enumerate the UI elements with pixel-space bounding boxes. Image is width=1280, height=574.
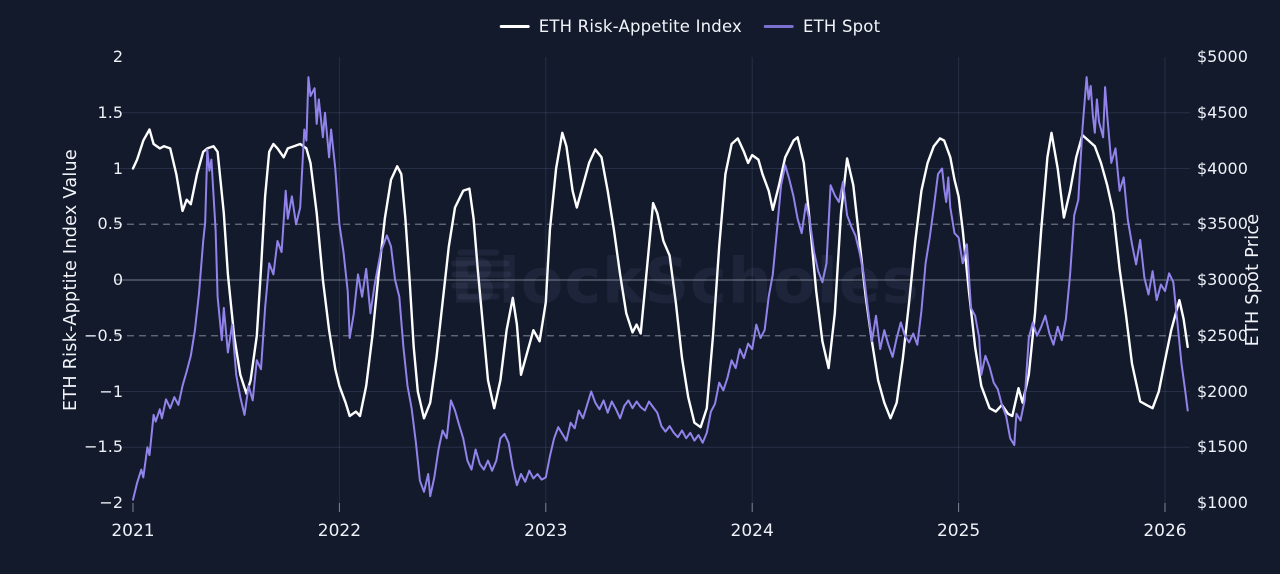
- left-axis-tick-label: 0: [112, 270, 123, 289]
- eth-spot-line-swatch: [764, 25, 794, 28]
- left-axis-tick-label: 2: [112, 47, 123, 66]
- x-axis-tick-label: 2021: [111, 521, 155, 541]
- left-axis-tick-label: −0.5: [84, 325, 123, 345]
- left-axis-tick-label: 0.5: [97, 214, 123, 234]
- right-axis-tick-label: $1000: [1197, 493, 1248, 512]
- right-axis-tick-label: $3000: [1197, 270, 1248, 289]
- right-axis-tick-label: $3500: [1197, 214, 1248, 234]
- legend-label-risk-index: ETH Risk-Appetite Index: [538, 17, 742, 36]
- eth-spot-line: [132, 76, 1189, 501]
- left-axis-tick-label: −1: [99, 381, 123, 401]
- left-axis-tick-label: 1: [112, 158, 123, 178]
- x-axis-tick-label: 2022: [317, 521, 362, 541]
- left-axis-tick-label: −1.5: [84, 437, 123, 457]
- legend-item-eth-spot[interactable]: ETH Spot: [764, 17, 880, 36]
- legend-item-risk-index[interactable]: ETH Risk-Appetite Index: [499, 17, 742, 36]
- right-axis-tick-label: $4000: [1197, 158, 1248, 178]
- left-axis-tick-label: −2: [99, 493, 123, 512]
- left-axis-tick-label: 1.5: [97, 102, 123, 122]
- risk-index-line-swatch: [499, 25, 530, 28]
- right-axis-tick-label: $2000: [1197, 381, 1248, 401]
- x-axis-tick-label: 2023: [524, 521, 568, 541]
- right-axis-tick-label: $4500: [1197, 102, 1248, 122]
- chart-legend: ETH Risk-Appetite Index ETH Spot: [499, 17, 881, 36]
- right-axis-tick-label: $1500: [1197, 437, 1248, 457]
- x-axis-tick-label: 2025: [936, 521, 981, 541]
- x-axis-tick-label: 2026: [1143, 521, 1187, 541]
- right-axis-tick-label: $2500: [1197, 325, 1248, 345]
- risk-appetite-index-line: [131, 128, 1189, 429]
- right-axis-tick-label: $5000: [1197, 47, 1248, 66]
- x-axis-tick-label: 2024: [730, 521, 774, 541]
- legend-label-eth-spot: ETH Spot: [803, 17, 881, 36]
